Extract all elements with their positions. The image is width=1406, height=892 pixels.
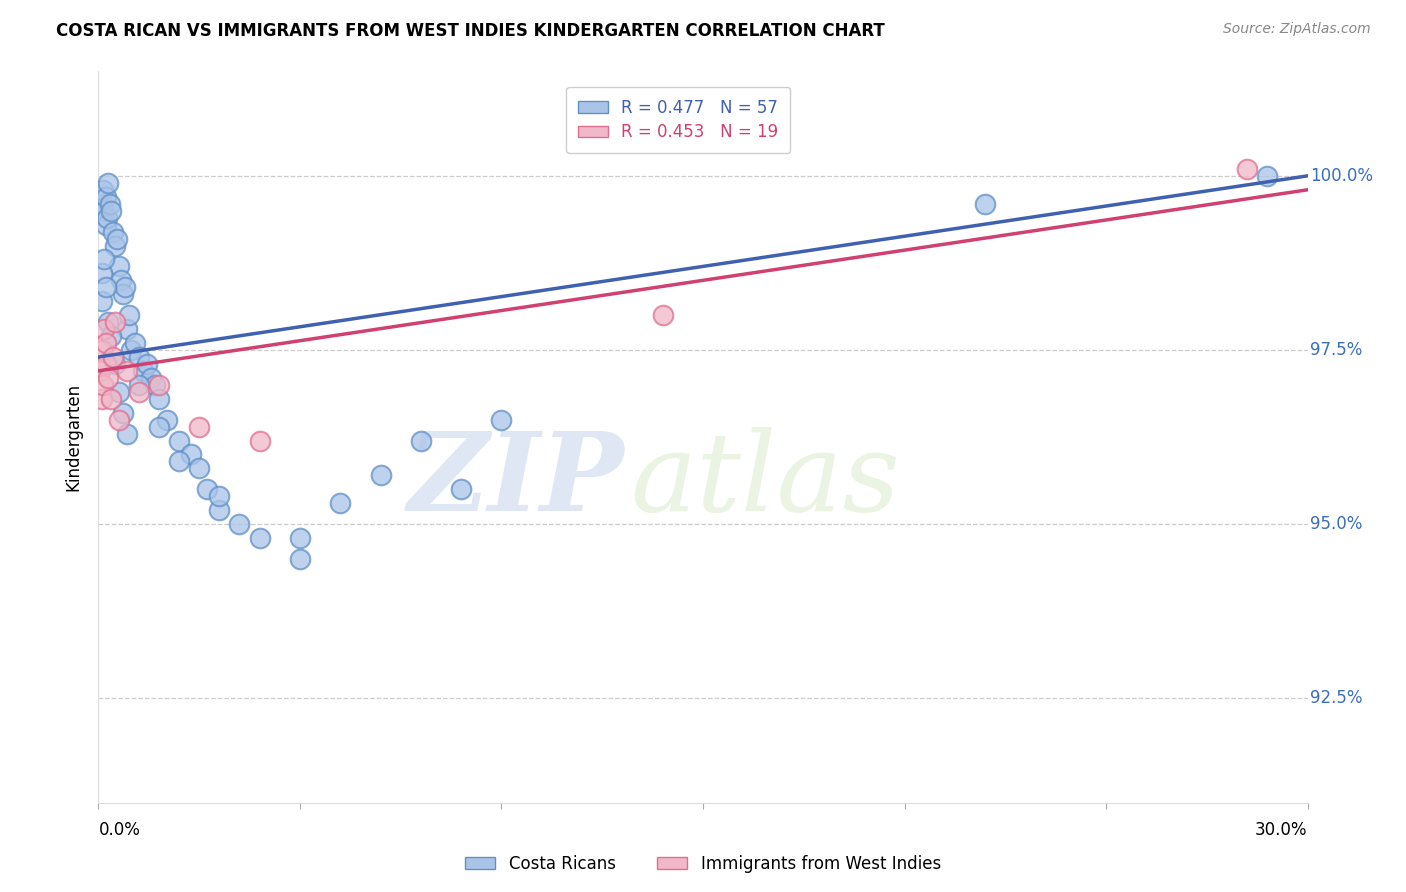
Point — [115, 364, 138, 378]
Point — [89, 364, 111, 378]
Point — [1236, 161, 1258, 176]
Point — [228, 517, 250, 532]
Point — [100, 329, 122, 343]
Point — [111, 287, 134, 301]
Point — [114, 280, 136, 294]
Text: 100.0%: 100.0% — [1310, 167, 1374, 185]
Point — [148, 392, 170, 406]
Point — [91, 343, 114, 357]
Point — [409, 434, 432, 448]
Point — [370, 468, 392, 483]
Point — [120, 343, 142, 357]
Text: COSTA RICAN VS IMMIGRANTS FROM WEST INDIES KINDERGARTEN CORRELATION CHART: COSTA RICAN VS IMMIGRANTS FROM WEST INDI… — [56, 22, 884, 40]
Point — [101, 350, 124, 364]
Point — [128, 350, 150, 364]
Text: 97.5%: 97.5% — [1310, 341, 1362, 359]
Point — [167, 434, 190, 448]
Point — [195, 483, 218, 497]
Point — [329, 496, 352, 510]
Point — [107, 260, 129, 274]
Point — [96, 336, 118, 351]
Point — [128, 384, 150, 399]
Point — [93, 322, 115, 336]
Text: 0.0%: 0.0% — [98, 821, 141, 839]
Text: 30.0%: 30.0% — [1256, 821, 1308, 839]
Text: 95.0%: 95.0% — [1310, 516, 1362, 533]
Point — [491, 412, 513, 426]
Point — [110, 273, 132, 287]
Point — [94, 357, 117, 371]
Point — [208, 489, 231, 503]
Point — [115, 322, 138, 336]
Point — [90, 392, 112, 406]
Point — [91, 196, 114, 211]
Point — [128, 377, 150, 392]
Point — [97, 371, 120, 385]
Point — [96, 280, 118, 294]
Point — [148, 377, 170, 392]
Point — [111, 406, 134, 420]
Point — [249, 531, 271, 545]
Point — [101, 225, 124, 239]
Point — [167, 454, 190, 468]
Point — [100, 392, 122, 406]
Point — [93, 203, 115, 218]
Point — [115, 426, 138, 441]
Point — [208, 503, 231, 517]
Point — [132, 364, 155, 378]
Point — [288, 531, 311, 545]
Point — [651, 308, 673, 322]
Point — [188, 461, 211, 475]
Point — [156, 412, 179, 426]
Point — [91, 377, 114, 392]
Point — [188, 419, 211, 434]
Point — [107, 384, 129, 399]
Point — [93, 252, 115, 267]
Legend: R = 0.477   N = 57, R = 0.453   N = 19: R = 0.477 N = 57, R = 0.453 N = 19 — [567, 87, 790, 153]
Point — [96, 211, 118, 225]
Point — [98, 196, 121, 211]
Point — [103, 238, 125, 252]
Point — [139, 371, 162, 385]
Point — [124, 336, 146, 351]
Point — [1256, 169, 1278, 183]
Point — [450, 483, 472, 497]
Point — [91, 183, 114, 197]
Point — [90, 266, 112, 280]
Point — [148, 419, 170, 434]
Text: ZIP: ZIP — [408, 427, 624, 534]
Point — [100, 203, 122, 218]
Point — [91, 294, 114, 309]
Point — [103, 315, 125, 329]
Point — [974, 196, 997, 211]
Point — [97, 315, 120, 329]
Legend: Costa Ricans, Immigrants from West Indies: Costa Ricans, Immigrants from West Indie… — [458, 848, 948, 880]
Point — [96, 218, 118, 232]
Point — [103, 357, 125, 371]
Point — [143, 377, 166, 392]
Y-axis label: Kindergarten: Kindergarten — [65, 383, 83, 491]
Point — [107, 412, 129, 426]
Point — [94, 190, 117, 204]
Point — [288, 552, 311, 566]
Text: atlas: atlas — [630, 427, 900, 534]
Point — [180, 448, 202, 462]
Text: 92.5%: 92.5% — [1310, 690, 1362, 707]
Point — [97, 176, 120, 190]
Text: Source: ZipAtlas.com: Source: ZipAtlas.com — [1223, 22, 1371, 37]
Point — [135, 357, 157, 371]
Point — [105, 231, 128, 245]
Point — [118, 308, 141, 322]
Point — [249, 434, 271, 448]
